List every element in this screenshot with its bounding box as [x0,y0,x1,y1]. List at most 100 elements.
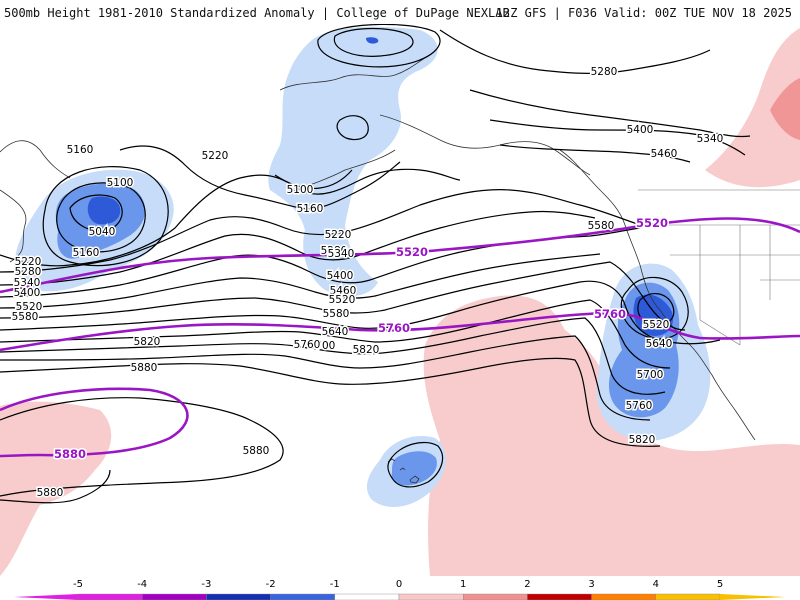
contour-label: 5160 [73,247,100,259]
negative-anomaly-bering [268,26,438,297]
coastline-siberia [0,140,71,263]
color-scale-tick-label: -1 [330,579,340,590]
color-scale-tick-label: -5 [73,579,83,590]
contour-canada-5400 [489,119,746,156]
contour-label: 5160 [297,203,324,215]
highlight-5520 [0,217,800,294]
contour-label: 5700 [637,369,664,381]
color-scale-left-arrow [14,594,78,600]
contour-label: 5100 [107,177,134,189]
contour-label: 5280 [591,66,618,78]
map-title: 500mb Height 1981-2010 Standardized Anom… [4,6,510,20]
coastline-westcoast [639,264,756,441]
contour-label: 5880 [243,445,270,457]
contour-5100-low [56,182,146,253]
color-scale-tick-label: 1 [460,579,466,590]
coastlines [0,54,800,484]
state-borders [638,189,800,346]
contour-5160-low [42,166,169,267]
contour-label: 5040 [89,226,116,238]
contour-label: 5640 [646,338,673,350]
contour-canada-5460 [499,144,691,163]
color-scale-tick-label: 2 [524,579,530,590]
contour-5220 [0,168,461,267]
contour-5880-west [0,397,284,497]
contour-label: 5340 [328,248,355,260]
contour-canada-5340 [469,89,751,138]
highlight-contours [0,217,800,458]
contour-gulf-low [336,115,369,141]
color-scale-ticks: -5 -4 -3 -2 -1 0 1 2 3 4 5 [73,579,723,590]
contour-label: 5580 [323,308,350,320]
highlight-contour-label: 5520 [396,245,428,259]
contour-5340 [0,210,596,286]
highlight-contour-labels: 5520 5520 5760 5760 5880 [52,215,669,463]
contour-label: 5400 [327,270,354,282]
color-scale-segment [270,593,336,600]
contour-5160 [119,145,401,210]
color-scale-segment [398,593,464,600]
contour-label: 5520 [16,301,43,313]
contour-label: 5520 [643,319,670,331]
color-scale-tick-label: 5 [717,579,723,590]
color-scale-segment [463,593,528,600]
highlight-contour-label: 5760 [378,321,410,335]
contour-5580 [0,280,721,345]
contour-label: 5400 [627,124,654,136]
contour-label: 5460 [330,285,357,297]
contour-label: 5820 [629,434,656,446]
contour-label: 5280 [15,266,42,278]
color-scale-segments [14,593,786,600]
color-scale-tick-label: -4 [137,579,147,590]
contour-label: 5820 [134,336,161,348]
negative-anomaly-aleutian-core [87,196,121,225]
contour-label: 5160 [67,144,94,156]
contour-5820 [0,357,661,447]
contour-label: 5460 [651,148,678,160]
contour-label: 5580 [12,311,39,323]
coastline-bc [559,149,641,266]
model-valid-time: 12Z GFS | F036 Valid: 00Z TUE NOV 18 202… [495,6,792,20]
color-scale-segment [527,593,592,600]
contour-label: 5100 [287,184,314,196]
color-scale-segment [141,593,207,600]
contour-label: 5340 [697,133,724,145]
positive-anomaly-canada-core [770,78,800,140]
contour-label: 5640 [322,326,349,338]
contour-label: 5760 [626,400,653,412]
coastline-alaska [279,54,591,193]
contour-labels: 5100504051605160522052205280534054005520… [10,65,725,501]
map-header: 500mb Height 1981-2010 Standardized Anom… [0,0,800,24]
color-scale-tick-label: -3 [201,579,211,590]
contour-label: 5820 [353,344,380,356]
contour-label: 5880 [131,362,158,374]
contour-bering-low [333,27,414,57]
contour-california-low-2 [620,276,689,340]
contour-label: 5760 [294,339,321,351]
color-scale-tick-label: 3 [588,579,594,590]
negative-anomaly-hawaii-mod [391,451,437,486]
contour-hawaii [387,441,443,488]
contour-label: 5220 [325,229,352,241]
color-scale-right-arrow [720,594,786,600]
color-scale-segment [591,593,656,600]
contour-5280 [0,189,641,273]
contour-bering-low-outer [317,24,441,68]
anomaly-shading [0,26,800,576]
contour-label: 5700 [309,340,336,352]
contour-5100 [274,169,353,190]
contour-label: 5580 [588,220,615,232]
negative-anomaly-california-core [633,294,674,336]
contour-5040 [69,194,123,232]
color-scale-segment [206,593,271,600]
highlight-contour-label: 5520 [636,216,668,230]
contour-5640 [0,299,671,369]
color-scale-segment [77,593,143,600]
color-scale-tick-label: 0 [396,579,402,590]
color-scale-tick-label: 4 [653,579,659,590]
contour-label: 5280 [321,245,348,257]
contour-label: 5880 [37,487,64,499]
contour-5760 [0,335,651,421]
contour-canada-5280 [439,29,711,74]
